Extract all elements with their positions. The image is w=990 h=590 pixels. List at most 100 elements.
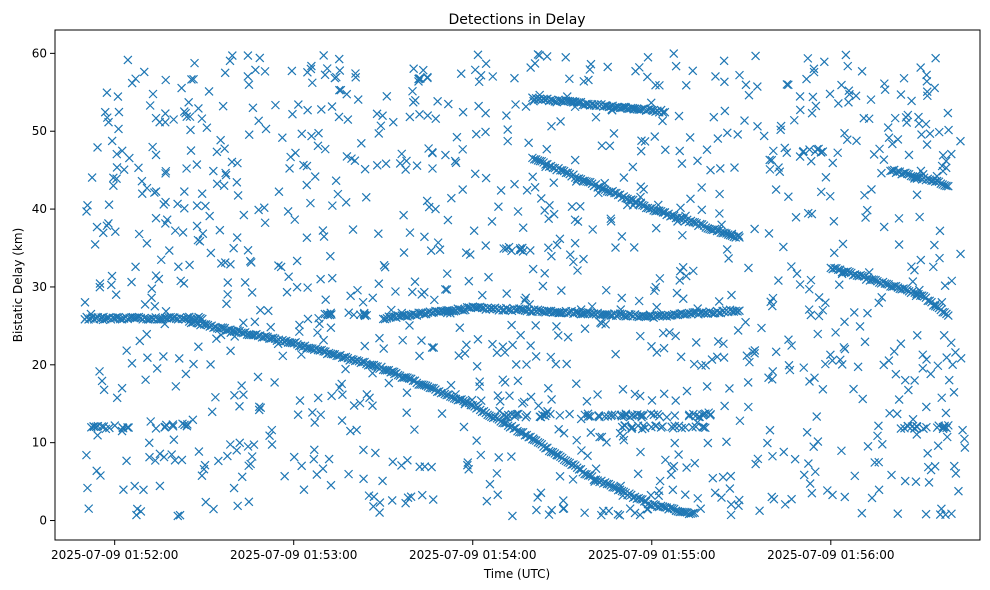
detection-point [651,80,660,90]
detection-point [295,396,305,405]
detection-point [637,424,647,434]
detection-point [451,158,461,168]
detection-point [351,69,360,78]
detection-point [481,241,491,250]
detection-point [291,148,300,158]
detection-point [665,211,675,221]
detection-point [862,205,872,215]
detection-point [151,113,161,123]
detection-point [452,132,462,142]
detection-point [914,285,924,295]
detection-point [508,340,518,350]
detection-point [924,478,934,487]
detection-point [808,92,818,102]
detection-point [309,454,319,464]
detection-point [359,445,368,455]
detection-point [536,194,546,203]
detection-point [192,160,202,169]
detection-point [720,401,730,411]
detection-point [791,212,801,222]
detection-point [522,185,532,195]
detection-point [742,351,752,361]
detection-point [461,340,471,350]
detection-point [344,308,354,318]
detection-point [942,181,951,191]
detection-point [90,239,100,249]
detection-point [117,426,127,436]
detection-point [384,378,394,388]
detection-point [112,149,122,159]
detection-point [741,80,751,90]
detection-point [840,492,850,502]
detection-point [656,423,666,432]
detection-point [365,393,374,403]
detection-point [134,163,143,173]
y-tick-label: 30 [32,280,47,294]
detection-point [516,245,526,255]
detection-point [511,359,521,369]
detection-point [303,283,313,293]
detection-point [132,313,142,322]
y-axis: 0 10 20 30 40 50 60 [32,46,55,528]
detection-point [405,321,414,330]
detection-point [107,271,117,281]
detection-point [806,156,816,166]
detection-point [874,457,884,467]
detection-point [553,330,563,340]
detection-point [538,281,548,291]
detection-point [415,462,425,472]
detection-point [520,296,529,305]
detection-point [123,55,133,65]
detection-point [622,200,632,210]
detection-point [232,158,242,168]
detection-point [433,96,443,106]
detection-point [597,141,607,151]
detection-point [514,304,524,314]
detection-point [244,130,254,140]
detection-point [650,132,660,141]
detection-point [542,306,552,316]
detection-point [299,160,308,170]
detection-point [80,297,90,307]
detection-point [547,505,557,515]
detection-point [226,259,235,269]
detection-point [731,306,741,316]
detection-point [310,418,320,427]
detection-point [424,202,434,212]
detection-point [160,422,170,432]
detection-point [530,182,540,192]
detection-point [135,336,145,346]
detection-point [589,309,599,318]
detection-point [200,460,210,470]
detection-point [110,421,120,430]
detection-point [840,344,850,354]
detection-point [837,359,847,369]
y-tick-label: 40 [32,202,47,216]
detection-point [526,341,536,350]
detection-point [753,454,763,464]
detection-point [912,429,922,439]
detection-point [670,421,680,431]
detection-point [619,411,629,421]
detection-point [554,308,564,318]
detection-point [688,66,698,76]
detection-point [734,495,744,505]
detection-point [893,134,903,144]
detection-point [845,89,854,99]
detection-point [127,277,136,287]
detection-point [321,295,331,305]
detection-point [465,250,475,259]
detection-point [266,333,276,343]
detection-point [751,51,760,61]
detection-point [671,331,681,341]
detection-point [802,427,812,437]
detection-point [843,61,853,71]
detection-point [702,145,712,155]
detection-point [168,421,178,431]
detection-point [513,207,523,216]
detection-point [688,508,698,518]
detection-point [941,408,951,418]
detection-point [336,85,346,95]
detection-point [956,136,965,146]
detection-point [692,418,702,427]
